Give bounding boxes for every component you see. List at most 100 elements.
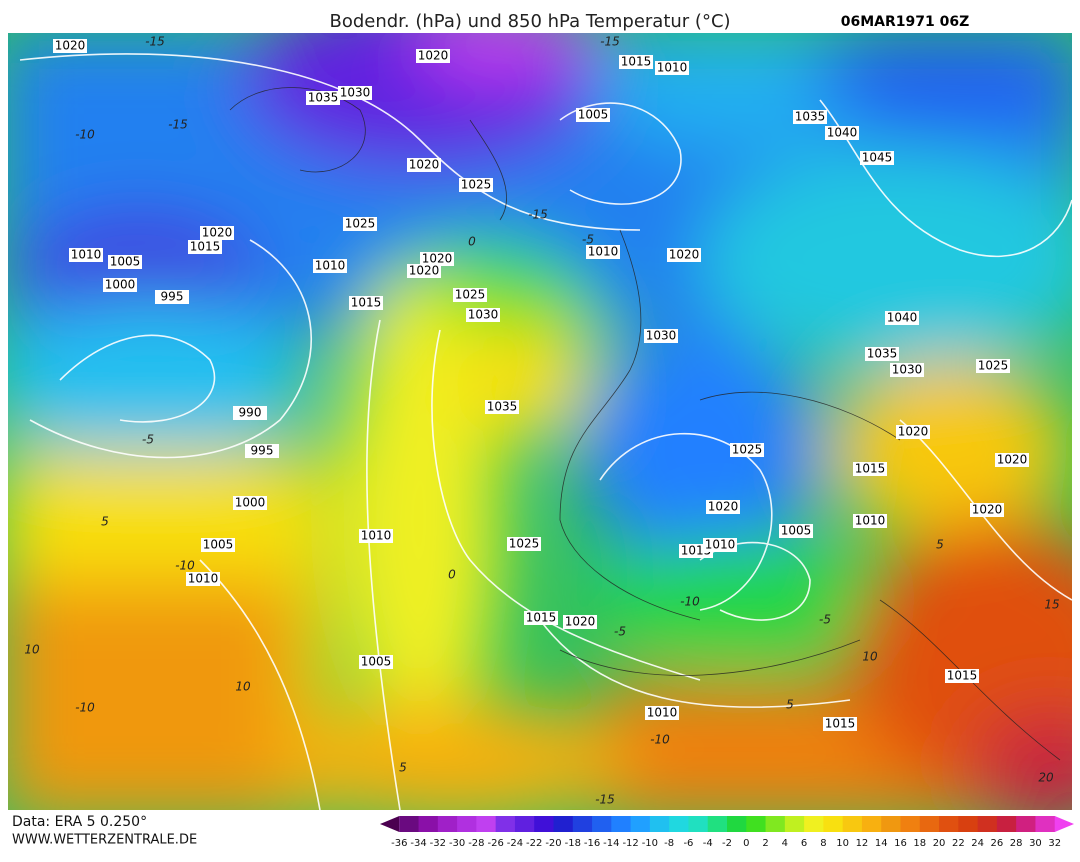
isobar-label: 1015	[526, 611, 557, 625]
isobar-label: 1005	[110, 255, 141, 269]
temperature-label: -15	[595, 793, 615, 807]
isobar-label: 1020	[55, 39, 86, 53]
colorbar-tick-label: -32	[430, 838, 446, 849]
isobar-label-box	[200, 226, 234, 240]
isobar-label-box	[507, 537, 541, 551]
temperature-label: -10	[680, 595, 700, 609]
isobar-label-box	[359, 655, 393, 669]
isobar-label-box	[619, 55, 653, 69]
isobar-label-box	[970, 503, 1004, 517]
colorbar-tick-label: -2	[722, 838, 732, 849]
isobar-label-box	[359, 529, 393, 543]
isobar-label-box	[407, 264, 441, 278]
isobar-label-box	[466, 308, 500, 322]
isobar-label: 1020	[418, 49, 449, 63]
isobar-label: 1025	[455, 288, 486, 302]
temperature-label: 5	[101, 515, 109, 529]
temperature-label: -10	[650, 733, 670, 747]
colorbar-bin	[495, 816, 516, 832]
isobar-label-box	[420, 252, 454, 266]
title: Bodendr. (hPa) und 850 hPa Temperatur (°…	[329, 11, 730, 32]
colorbar-tick-label: -10	[642, 838, 658, 849]
isobar-label: 1010	[647, 706, 678, 720]
isobar-label: 1020	[422, 252, 453, 266]
isobar-label-box	[976, 359, 1010, 373]
isobar-label-box	[890, 363, 924, 377]
data-source: Data: ERA 5 0.250°	[12, 814, 147, 830]
isobar-label: 995	[251, 444, 274, 458]
colorbar-bin	[939, 816, 959, 832]
colorbar-tick-label: -24	[507, 838, 523, 849]
colorbar-bin	[418, 816, 439, 832]
colorbar-tick-label: -28	[468, 838, 484, 849]
isobar-label-box	[407, 158, 441, 172]
isobar-label: 1025	[509, 537, 540, 551]
isobar-label: 1005	[578, 108, 609, 122]
colorbar-tick-label: -4	[703, 838, 713, 849]
isobar-label: 1000	[235, 496, 266, 510]
colorbar-bin	[1016, 816, 1036, 832]
isobar-label-box	[103, 278, 137, 292]
isobar-label-box	[416, 49, 450, 63]
colorbar-tick-label: 20	[933, 838, 946, 849]
colorbar-bin	[861, 816, 882, 832]
temperature-label: -5	[142, 433, 154, 447]
temperature-label: 0	[468, 235, 476, 249]
isobar-label: 1020	[565, 615, 596, 629]
colorbar-tick-label: -20	[545, 838, 561, 849]
colorbar-bin	[958, 816, 979, 832]
colorbar-tick-label: 26	[991, 838, 1004, 849]
colorbar-bin	[514, 816, 535, 832]
isobar-label-box	[338, 86, 372, 100]
colorbar-bin	[784, 816, 805, 832]
colorbar-bin	[534, 816, 554, 832]
isobar-label-box	[885, 311, 919, 325]
isobar-label: 1000	[105, 278, 136, 292]
colorbar-bin	[592, 816, 612, 832]
isobar-label: 1035	[867, 347, 898, 361]
colorbar: -36 -34 -32 -30 -28 -26 -24 -22 -20 -18 -16 -14 -12-…	[380, 816, 1074, 849]
colorbar-tick-label: 2	[762, 838, 768, 849]
colorbar-bin	[765, 816, 786, 832]
colorbar-tick-label: 22	[952, 838, 965, 849]
temperature-label: -10	[75, 128, 95, 142]
colorbar-bin	[476, 816, 497, 832]
temperature-label: 20	[1038, 771, 1054, 785]
colorbar-tick-label: 18	[913, 838, 926, 849]
isobar-label: 1020	[898, 425, 929, 439]
isobar-label-box	[779, 524, 813, 538]
colorbar-tick-label: -16	[584, 838, 600, 849]
colorbar-bin	[842, 816, 863, 832]
isobar-label: 1030	[340, 86, 371, 100]
map-field	[8, 33, 1072, 810]
isobar-label: 1035	[308, 91, 339, 105]
isobar-label: 1015	[947, 669, 978, 683]
colorbar-bin	[399, 816, 420, 832]
temperature-label: 5	[399, 761, 407, 775]
temperature-label: -5	[819, 613, 831, 627]
isobar-label-box	[201, 538, 235, 552]
isobar-label: 1020	[669, 248, 700, 262]
isobar-label: 1045	[862, 151, 893, 165]
isobar-label-box	[69, 248, 103, 262]
isobar-label: 1035	[795, 110, 826, 124]
colorbar-tick-label: 12	[856, 838, 869, 849]
colorbar-bin	[688, 816, 709, 832]
isobar-label-box	[655, 61, 689, 75]
colorbar-tick-label: -22	[526, 838, 542, 849]
colorbar-tick-label: -6	[683, 838, 693, 849]
temperature-label: 0	[448, 568, 456, 582]
colorbar-bin	[457, 816, 477, 832]
isobar-label-box	[349, 296, 383, 310]
colorbar-tick-label: -14	[603, 838, 619, 849]
isobar-label-box	[563, 615, 597, 629]
colorbar-tick-label: -18	[565, 838, 581, 849]
isobar-label: 1020	[708, 500, 739, 514]
colorbar-bin	[823, 816, 844, 832]
isobar-label: 1020	[972, 503, 1003, 517]
isobar-label: 1040	[827, 126, 858, 140]
isobar-label: 1025	[978, 359, 1009, 373]
temperature-label: 15	[1044, 598, 1059, 612]
isobar-label: 1005	[203, 538, 234, 552]
